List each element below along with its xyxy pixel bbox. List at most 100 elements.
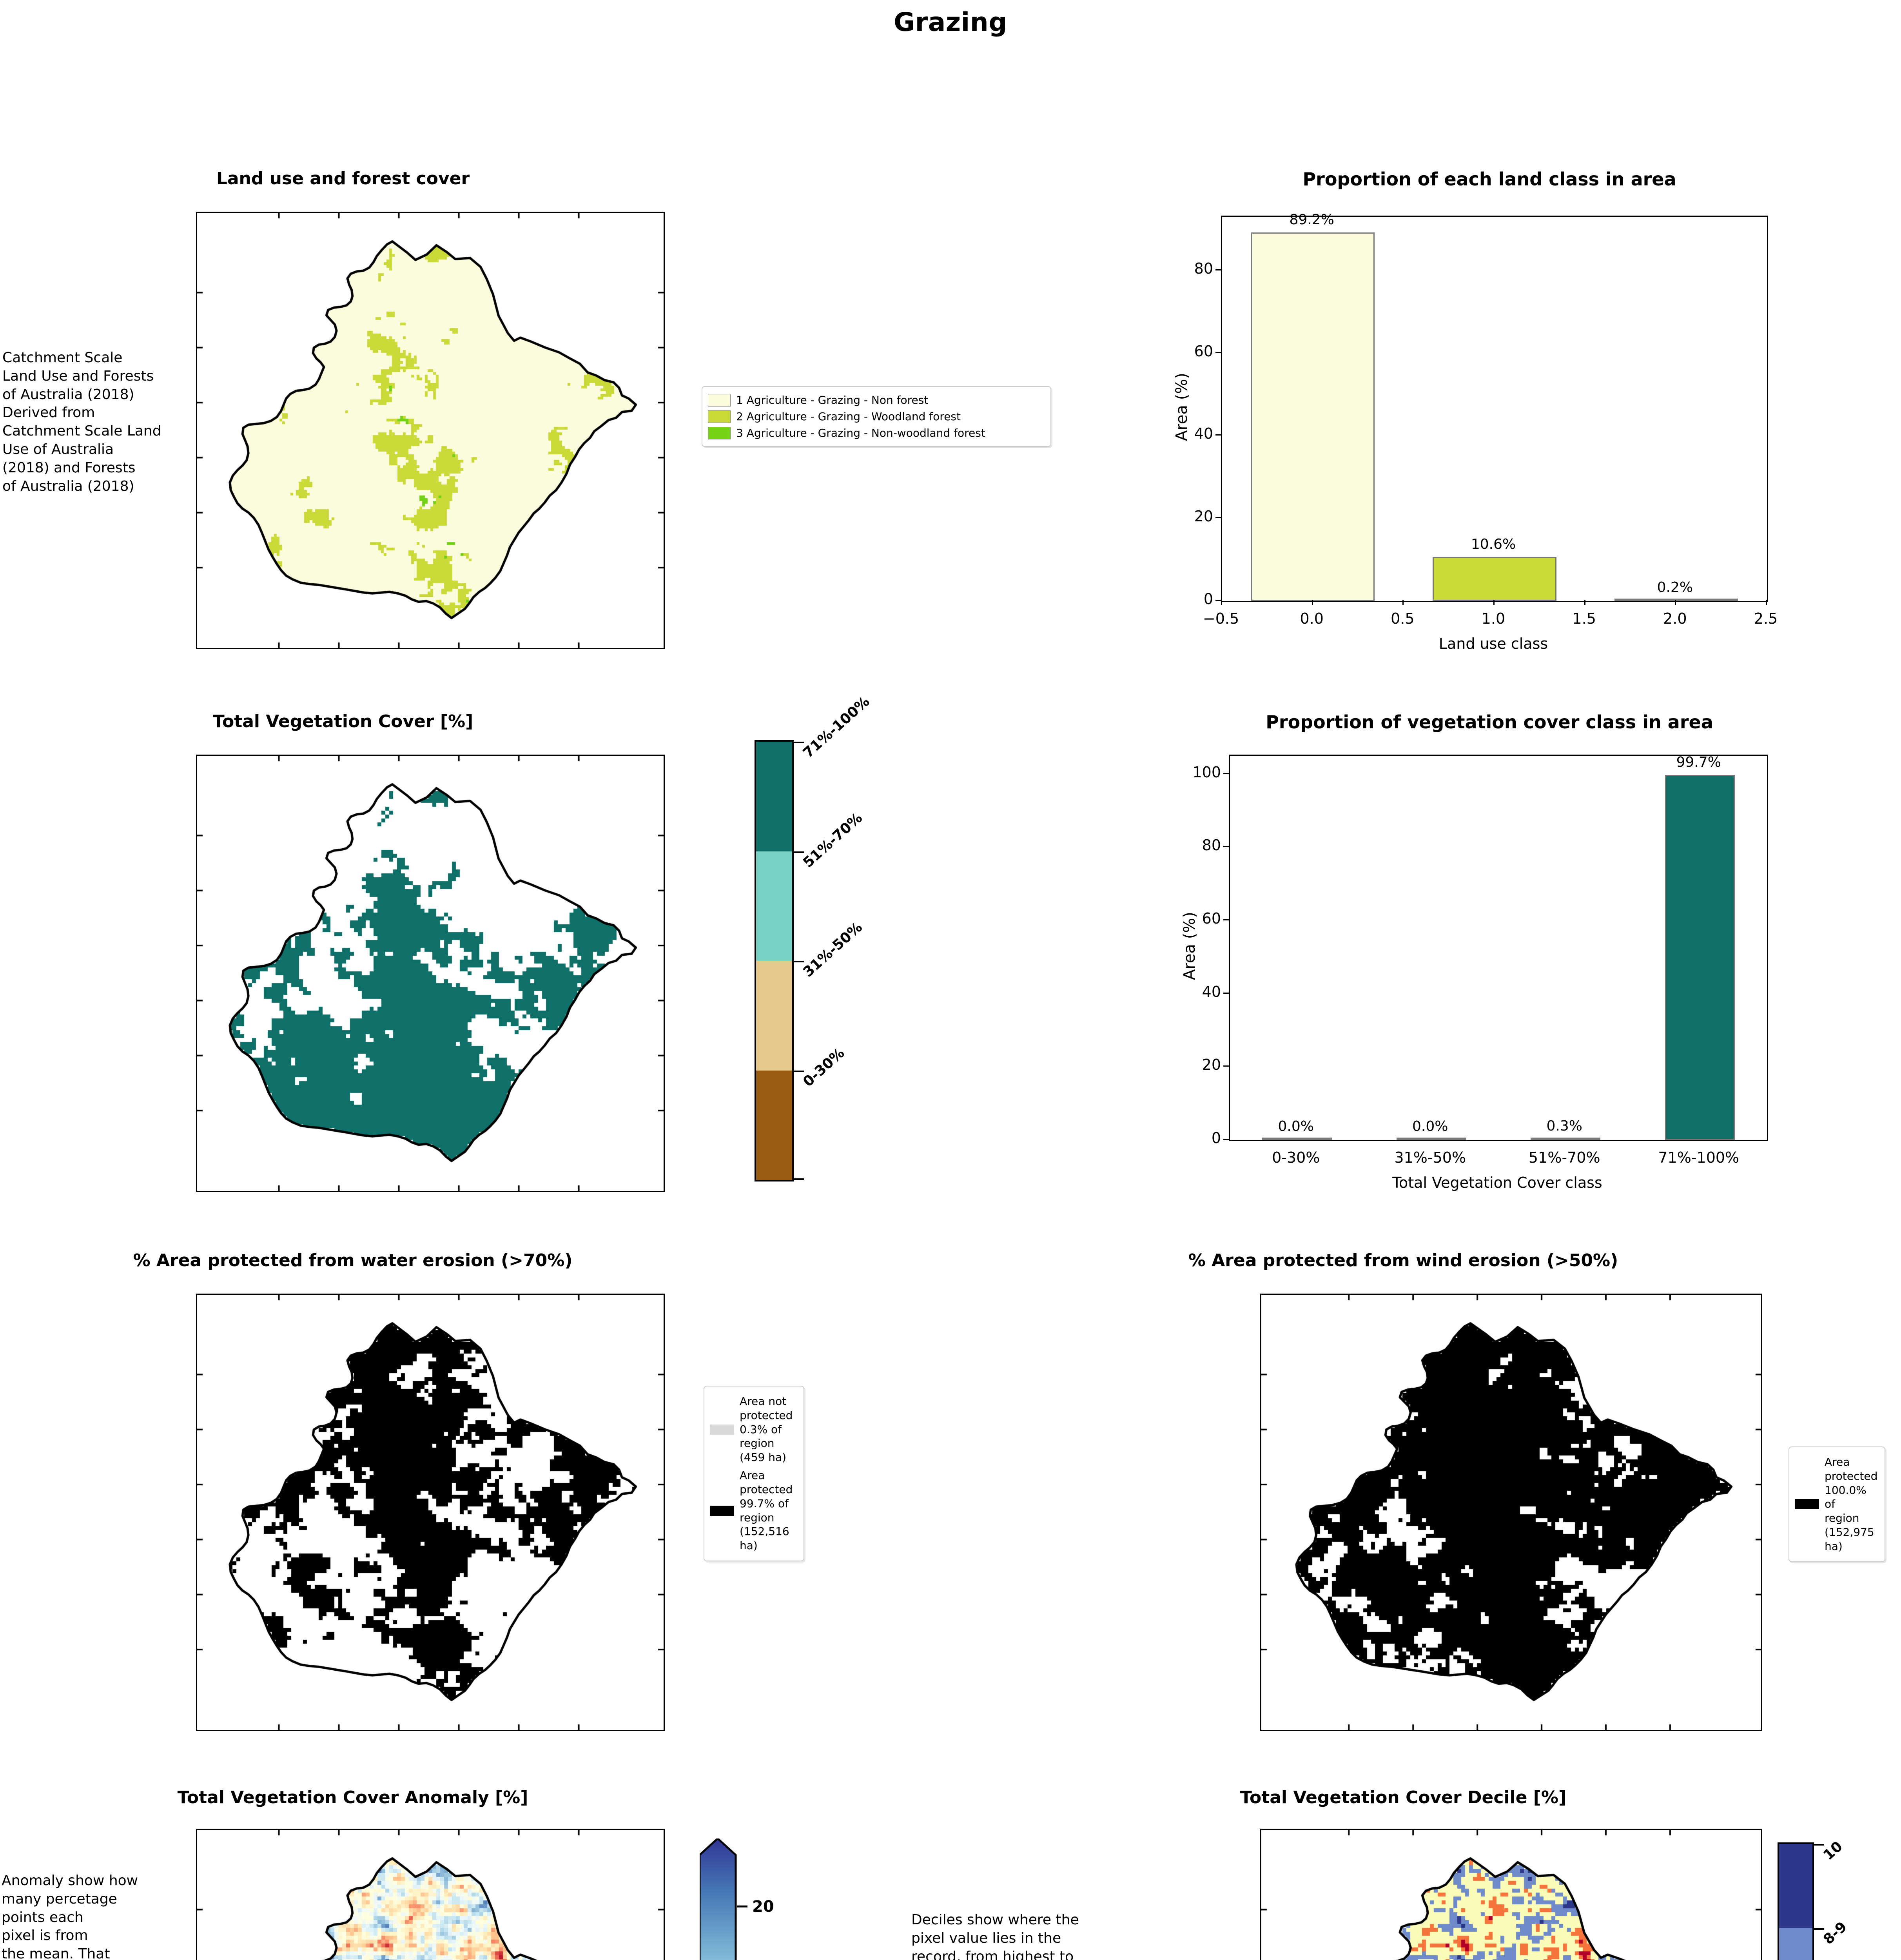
bar[interactable] (1251, 232, 1375, 601)
x-axis-tick (1402, 600, 1404, 605)
y-axis-tick-label: 20 (1202, 1056, 1221, 1074)
x-axis-tick-label: 1.0 (1481, 610, 1506, 627)
wind-erosion-map-title: % Area protected from wind erosion (>50%… (1188, 1250, 1618, 1270)
x-axis-tick-label: 0.5 (1391, 610, 1415, 627)
x-axis-label: Total Vegetation Cover class (1392, 1174, 1602, 1191)
x-axis-tick-label: −0.5 (1203, 610, 1239, 627)
bar[interactable] (1531, 1138, 1601, 1140)
legend-item: Area protected 99.7% of region (152,516 … (710, 1468, 798, 1553)
veg-cover-colorbar: 71%-100% 51%-70% 31%-50% 0-30% (755, 693, 873, 1181)
y-axis-label: Area (%) (1173, 373, 1191, 441)
y-axis-tick (1223, 992, 1229, 994)
y-axis-tick-label: 80 (1194, 260, 1213, 277)
legend-label: Area not protected 0.3% of region (459 h… (740, 1395, 793, 1464)
x-axis-tick-label: 0-30% (1272, 1149, 1320, 1166)
anomaly-map[interactable] (196, 1829, 665, 1960)
anomaly-colorbar: 20100−10−20 (698, 1837, 817, 1960)
bar[interactable] (1665, 775, 1735, 1140)
colorbar-label: 71%-100% (800, 693, 873, 761)
y-axis-tick (1223, 773, 1229, 774)
bar[interactable] (1614, 599, 1738, 601)
chart2-title: Proportion of vegetation cover class in … (1266, 711, 1713, 733)
legend-swatch-icon (710, 1505, 734, 1516)
x-axis-tick-label: 2.5 (1754, 610, 1778, 627)
y-axis-tick-label: 20 (1194, 508, 1213, 525)
y-axis-tick (1215, 269, 1221, 270)
x-axis-tick (1493, 600, 1495, 605)
land-use-map-title: Land use and forest cover (216, 169, 470, 189)
page-title: Grazing (893, 7, 1008, 37)
colorbar-segment (756, 742, 792, 851)
land-class-proportion-chart: Proportion of each land class in area 89… (1137, 169, 1842, 686)
bar-value-label: 0.0% (1278, 1118, 1314, 1134)
x-axis-tick (1311, 600, 1313, 605)
x-axis-tick (1221, 600, 1222, 605)
x-axis-tick-label: 1.5 (1572, 610, 1596, 627)
y-axis-tick-label: 0 (1211, 1129, 1221, 1147)
x-axis-tick (1675, 600, 1676, 605)
colorbar-tick (794, 851, 804, 853)
legend-swatch-icon (1795, 1499, 1819, 1510)
bar[interactable] (1262, 1138, 1332, 1140)
y-axis-tick (1215, 352, 1221, 353)
decile-colorbar: 108-94-72-31 (1778, 1838, 1850, 1960)
y-axis-tick-label: 60 (1194, 342, 1213, 360)
legend-swatch-icon (710, 1424, 734, 1435)
colorbar-label: 20 (752, 1898, 774, 1916)
anomaly-map-title: Total Vegetation Cover Anomaly [%] (177, 1788, 528, 1808)
bar-value-label: 99.7% (1676, 754, 1721, 771)
land-use-map[interactable] (196, 212, 665, 649)
y-axis-tick-label: 40 (1202, 983, 1221, 1000)
x-axis-tick-label: 71%-100% (1658, 1149, 1740, 1166)
y-axis-label: Area (%) (1181, 912, 1199, 980)
colorbar-segment (1779, 1928, 1812, 1960)
anomaly-note: Anomaly show how many percetage points e… (2, 1873, 138, 1960)
colorbar-tick (1814, 1928, 1824, 1930)
wind-erosion-map[interactable] (1260, 1294, 1762, 1731)
decile-map[interactable] (1260, 1829, 1762, 1960)
legend-item: 3 Agriculture - Grazing - Non-woodland f… (708, 426, 1045, 440)
colorbar-tick (794, 1070, 804, 1072)
land-use-source-note: Catchment Scale Land Use and Forests of … (2, 350, 161, 494)
bar[interactable] (1433, 557, 1556, 601)
land-use-legend: 1 Agriculture - Grazing - Non forest 2 Ag… (702, 386, 1051, 447)
plot-area (1229, 755, 1768, 1141)
veg-cover-proportion-chart: Proportion of vegetation cover class in … (1137, 711, 1842, 1229)
legend-item: Area protected 100.0% of region (152,975… (1795, 1455, 1879, 1553)
water-erosion-legend: Area not protected 0.3% of region (459 h… (704, 1386, 804, 1562)
x-axis-tick-label: 51%-70% (1528, 1149, 1600, 1166)
legend-label: Area protected 100.0% of region (152,975… (1825, 1455, 1878, 1553)
y-axis-tick-label: 60 (1202, 910, 1221, 927)
legend-swatch-icon (708, 426, 731, 439)
bar-value-label: 0.2% (1657, 579, 1693, 595)
water-erosion-map-title: % Area protected from water erosion (>70… (133, 1250, 573, 1270)
colorbar-label: 0-30% (800, 1045, 848, 1090)
chart1-title: Proportion of each land class in area (1302, 169, 1676, 190)
y-axis-tick-label: 40 (1194, 425, 1213, 443)
colorbar-segment (756, 961, 792, 1071)
x-axis-tick-label: 0.0 (1300, 610, 1324, 627)
legend-item: 1 Agriculture - Grazing - Non forest (708, 393, 1045, 407)
y-axis-tick-label: 100 (1192, 763, 1221, 781)
y-axis-tick (1215, 517, 1221, 519)
colorbar-tick (794, 742, 804, 743)
y-axis-tick-label: 80 (1202, 837, 1221, 854)
colorbar-segment (756, 851, 792, 961)
bar-value-label: 0.3% (1546, 1118, 1582, 1134)
bar-value-label: 0.0% (1412, 1118, 1448, 1134)
colorbar-label: 31%-50% (800, 919, 865, 980)
y-axis-tick (1223, 1139, 1229, 1140)
colorbar-label: 8-9 (1820, 1918, 1850, 1948)
y-axis-tick (1215, 434, 1221, 436)
bar[interactable] (1396, 1138, 1466, 1140)
colorbar-segment (756, 1070, 792, 1180)
y-axis-tick (1223, 846, 1229, 848)
legend-label: 3 Agriculture - Grazing - Non-woodland f… (736, 426, 985, 439)
veg-cover-map[interactable] (196, 755, 665, 1192)
veg-cover-map-title: Total Vegetation Cover [%] (212, 711, 473, 731)
water-erosion-map[interactable] (196, 1294, 665, 1731)
decile-map-title: Total Vegetation Cover Decile [%] (1240, 1788, 1567, 1808)
colorbar-label: 10 (1820, 1838, 1846, 1864)
x-axis-label: Land use class (1438, 635, 1548, 652)
